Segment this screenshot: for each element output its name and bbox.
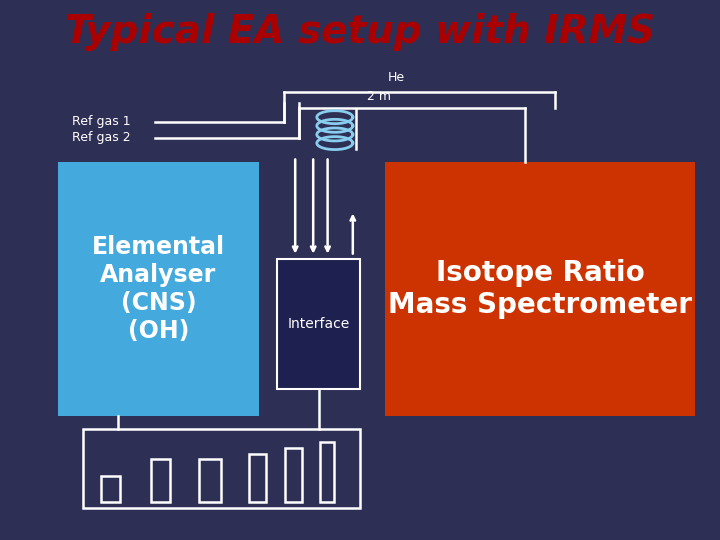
Bar xyxy=(277,259,360,389)
Text: Isotope Ratio
Mass Spectrometer: Isotope Ratio Mass Spectrometer xyxy=(388,259,692,319)
Text: Ref gas 2: Ref gas 2 xyxy=(72,131,130,144)
Bar xyxy=(285,448,302,502)
Text: Elemental
Analyser
(CNS)
(OH): Elemental Analyser (CNS) (OH) xyxy=(92,235,225,342)
Bar xyxy=(101,476,120,502)
Bar xyxy=(249,454,266,502)
Text: He: He xyxy=(387,71,405,84)
Bar xyxy=(385,162,695,416)
Bar xyxy=(83,429,360,508)
Bar xyxy=(150,459,170,502)
Text: 2 m: 2 m xyxy=(366,90,390,103)
Text: Typical EA setup with IRMS: Typical EA setup with IRMS xyxy=(65,14,655,51)
Bar xyxy=(199,459,222,502)
Bar xyxy=(320,442,333,502)
Text: Ref gas 1: Ref gas 1 xyxy=(72,115,130,128)
Text: Interface: Interface xyxy=(287,317,350,331)
Bar xyxy=(58,162,259,416)
